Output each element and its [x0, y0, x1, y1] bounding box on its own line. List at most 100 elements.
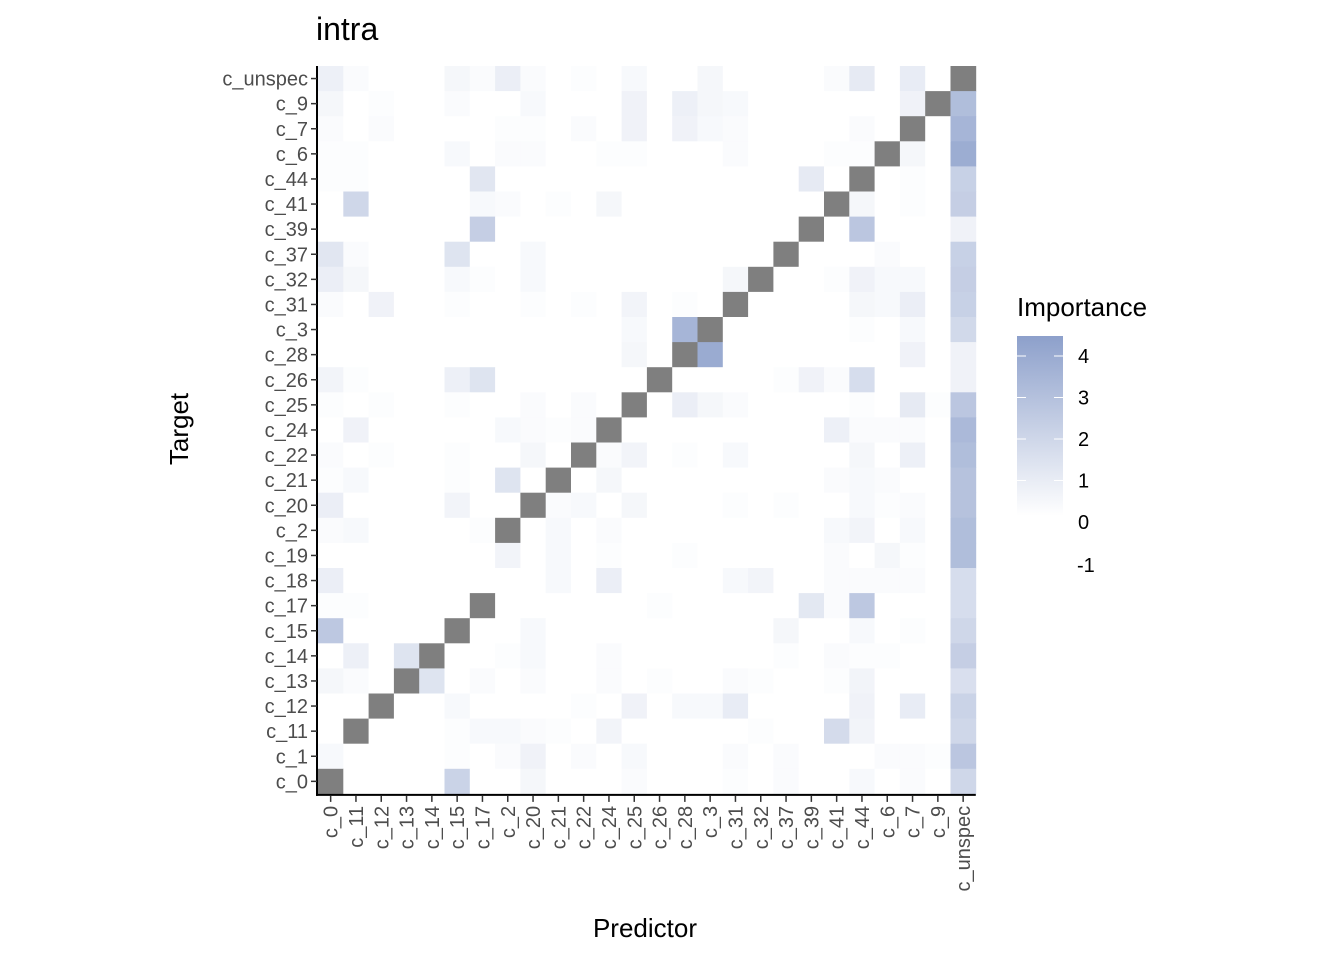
cell-c_41-c_14 [419, 191, 445, 217]
cell-c_31-c_32 [748, 291, 774, 318]
cell-c_unspec-c_3 [697, 66, 724, 92]
cell-c_2-c_13 [393, 517, 420, 544]
cell-c_32-c_17 [469, 266, 496, 293]
cell-c_24-c_7 [899, 417, 926, 443]
legend-colorbar [1017, 336, 1063, 516]
cell-c_37-c_32 [748, 241, 774, 268]
cell-c_11-c_9 [925, 718, 951, 745]
cell-c_44-c_12 [368, 166, 395, 192]
cell-c_2-c_17 [469, 517, 496, 544]
cell-c_6-c_26 [646, 141, 673, 167]
cell-c_0-c_12 [368, 768, 395, 795]
cell-c_12-c_22 [571, 693, 597, 719]
cell-c_0-c_28 [672, 768, 698, 795]
cell-c_6-c_24 [596, 141, 622, 167]
cell-c_37-c_11 [343, 241, 369, 268]
cell-c_32-c_25 [621, 266, 648, 293]
cell-c_31-c_13 [393, 291, 420, 318]
cell-c_0-c_24 [596, 768, 622, 795]
cell-c_37-c_20 [520, 241, 547, 268]
cell-c_0-c_31 [722, 768, 749, 795]
cell-c_9-c_14 [419, 91, 445, 117]
cell-c_19-c_12 [368, 542, 395, 569]
cell-c_3-c_6 [874, 317, 901, 343]
cell-c_15-c_31 [722, 618, 749, 644]
y-tick-label: c_6 [276, 144, 308, 166]
y-tick-label: c_44 [265, 169, 308, 191]
cell-c_12-c_11 [343, 693, 369, 719]
cell-c_14-c_13 [393, 643, 420, 669]
cell-c_44-c_39 [798, 166, 825, 192]
cell-c_25-c_17 [469, 392, 496, 418]
cell-c_25-c_32 [748, 392, 774, 418]
x-tick-label: c_28 [675, 806, 697, 849]
cell-c_28-c_26 [646, 342, 673, 368]
cell-c_14-c_25 [621, 643, 648, 669]
y-tick-label: c_19 [265, 545, 308, 567]
cell-c_13-c_37 [773, 668, 800, 694]
cell-c_19-c_13 [393, 542, 420, 569]
x-tick-label: c_37 [776, 806, 798, 849]
legend-tick-label: 4 [1078, 346, 1089, 368]
cell-c_31-c_41 [824, 291, 850, 318]
cell-c_0-c_14 [419, 768, 445, 795]
cell-c_17-c_37 [773, 593, 800, 619]
cell-c_1-c_11 [343, 743, 369, 770]
cell-c_0-c_25 [621, 768, 648, 795]
cell-c_12-c_12 [368, 693, 395, 719]
cell-c_21-c_39 [798, 467, 825, 494]
y-tick-label: c_unspec [222, 69, 308, 91]
cell-c_41-c_24 [596, 191, 622, 217]
cell-c_22-c_unspec [950, 442, 977, 468]
x-tick-label: c_22 [574, 806, 596, 849]
cell-c_44-c_44 [849, 166, 875, 192]
cell-c_32-c_14 [419, 266, 445, 293]
cell-c_17-c_17 [469, 593, 496, 619]
cell-c_19-c_37 [773, 542, 800, 569]
cell-c_21-c_24 [596, 467, 622, 494]
cell-c_32-c_44 [849, 266, 875, 293]
cell-c_41-c_6 [874, 191, 901, 217]
cell-c_11-c_28 [672, 718, 698, 745]
heatmap-cells [318, 66, 977, 795]
cell-c_20-c_41 [824, 492, 850, 519]
cell-c_2-c_26 [646, 517, 673, 544]
cell-c_24-c_31 [722, 417, 749, 443]
cell-c_unspec-c_13 [393, 66, 420, 92]
cell-c_22-c_31 [722, 442, 749, 468]
cell-c_9-c_44 [849, 91, 875, 117]
cell-c_39-c_39 [798, 216, 825, 243]
cell-c_19-c_32 [748, 542, 774, 569]
cell-c_37-c_22 [571, 241, 597, 268]
cell-c_14-c_11 [343, 643, 369, 669]
cell-c_1-c_3 [697, 743, 724, 770]
cell-c_24-c_2 [495, 417, 521, 443]
cell-c_28-c_11 [343, 342, 369, 368]
x-tick-label: c_41 [827, 806, 849, 849]
cell-c_1-c_12 [368, 743, 395, 770]
x-tick-label: c_44 [852, 806, 874, 849]
cell-c_14-c_14 [419, 643, 445, 669]
cell-c_9-c_13 [393, 91, 420, 117]
cell-c_0-c_21 [545, 768, 572, 795]
cell-c_44-c_31 [722, 166, 749, 192]
cell-c_9-c_39 [798, 91, 825, 117]
cell-c_18-c_7 [899, 568, 926, 594]
y-tick-label: c_17 [265, 596, 308, 618]
cell-c_6-c_0 [318, 141, 344, 167]
cell-c_7-c_37 [773, 116, 800, 142]
cell-c_1-c_15 [444, 743, 471, 770]
cell-c_22-c_44 [849, 442, 875, 468]
cell-c_39-c_13 [393, 216, 420, 243]
cell-c_41-c_3 [697, 191, 724, 217]
cell-c_22-c_26 [646, 442, 673, 468]
cell-c_9-c_24 [596, 91, 622, 117]
y-tick-label: c_37 [265, 244, 308, 266]
cell-c_17-c_2 [495, 593, 521, 619]
cell-c_14-c_3 [697, 643, 724, 669]
cell-c_12-c_41 [824, 693, 850, 719]
cell-c_41-c_15 [444, 191, 471, 217]
cell-c_19-c_20 [520, 542, 547, 569]
cell-c_3-c_20 [520, 317, 547, 343]
